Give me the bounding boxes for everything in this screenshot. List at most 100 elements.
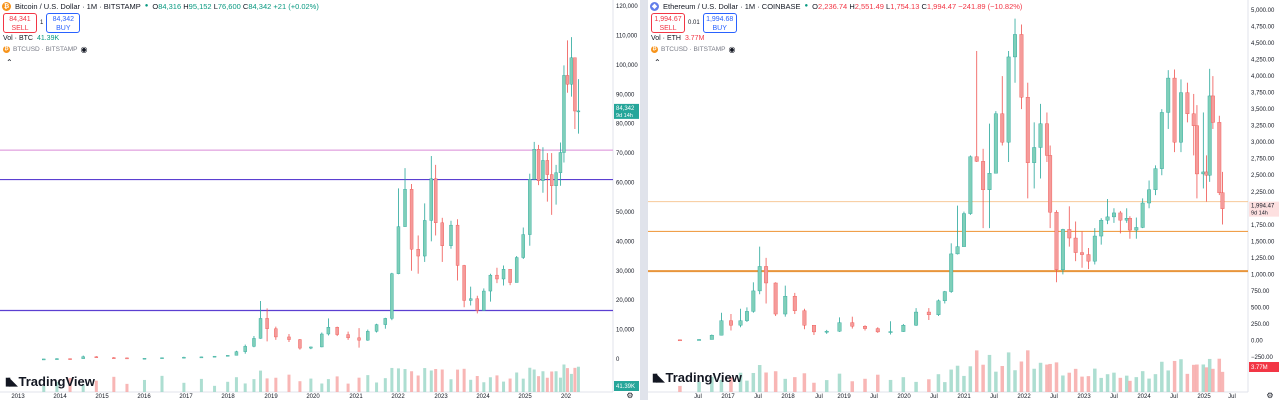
volume-bar (729, 377, 733, 392)
price-axis-label: 50,000 (616, 210, 635, 216)
btc-symbol-title[interactable]: Bitcoin / U.S. Dollar · 1M · BITSTAMP (15, 1, 141, 11)
time-axis-label: Jul (930, 394, 938, 400)
candle-body (1105, 216, 1110, 221)
btc-volume-legend[interactable]: Vol · BTC 41.39K (3, 35, 60, 42)
candle-body (160, 357, 164, 359)
volume-bar (488, 377, 492, 392)
volume-bar (1099, 377, 1103, 392)
volume-bar (824, 380, 829, 392)
volume-bar (751, 372, 756, 392)
candle-body (449, 224, 453, 246)
volume-bar (298, 381, 302, 392)
price-axis-label: 5,000.00 (1251, 8, 1275, 14)
time-axis-label: Jul (754, 394, 762, 400)
candle-body (993, 113, 998, 174)
volume-bar (434, 369, 438, 392)
candle-body (1172, 77, 1177, 143)
candle-body (863, 326, 867, 329)
time-axis-label: 2025 (1197, 394, 1211, 400)
volume-bar (757, 365, 762, 392)
price-axis-label: 250.00 (1251, 322, 1270, 328)
time-axis-label: 2016 (137, 394, 151, 400)
volume-bar (1128, 380, 1132, 392)
btc-chart-pane[interactable]: 120,000 110,000 100,000 90,000 80,000 70,000 6… (0, 0, 640, 400)
candle-body (468, 298, 473, 301)
candle-body (258, 318, 263, 339)
volume-bar (410, 371, 414, 392)
candle-body (374, 324, 379, 332)
time-axis-label: 2020 (897, 394, 911, 400)
market-status-icon: ● (144, 3, 149, 9)
volume-bar (287, 374, 291, 392)
volume-bar (1220, 371, 1225, 392)
time-axis-label: 2019 (837, 394, 851, 400)
candle-body (182, 356, 186, 359)
volume-bar (532, 369, 536, 392)
eth-volume-legend[interactable]: Vol · ETH 3.77M (651, 35, 705, 42)
candle-body (550, 174, 554, 186)
volume-bar (475, 376, 479, 392)
eth-chart-svg[interactable]: 5,000.00 4,750.00 4,500.00 4,250.00 4,000.00… (648, 0, 1280, 400)
volume-bar (1045, 364, 1049, 392)
candle-body (94, 356, 99, 358)
candle-body (738, 320, 743, 326)
price-axis-label: 70,000 (616, 151, 635, 157)
volume-bar (537, 376, 541, 392)
candle-body (455, 224, 460, 266)
candle-body (1006, 56, 1011, 143)
btc-chart-svg[interactable]: 120,000110,000100,00090,00080,00070,0006… (0, 0, 640, 400)
candle-body (243, 346, 247, 352)
eth-trade-buttons: 1,994.67 SELL 0.01 1,994.68 BUY (651, 13, 737, 33)
volume-bar (1179, 359, 1183, 392)
candle-body (955, 246, 960, 255)
volume-bar (974, 350, 979, 392)
btc-change: +21 (+0.02%) (273, 1, 319, 11)
candle-body (677, 339, 682, 342)
eye-icon[interactable]: ◉ (728, 45, 736, 54)
candle-body (1092, 235, 1097, 262)
candle-body (1134, 227, 1139, 231)
candle-body (1210, 95, 1215, 123)
chevron-up-icon[interactable]: ⌃ (654, 58, 661, 67)
eth-buy-button[interactable]: 1,994.68 BUY (702, 13, 737, 33)
volume-bar (773, 371, 778, 392)
candle-body (528, 179, 532, 235)
volume-bar (1013, 370, 1017, 392)
volume-bar (1048, 363, 1052, 392)
volume-bar (1166, 370, 1170, 392)
volume-bar (1054, 362, 1059, 392)
eth-chart-pane[interactable]: 5,000.00 4,750.00 4,500.00 4,250.00 4,000.00… (648, 0, 1280, 400)
volume-bar (554, 371, 558, 392)
eth-symbol-title[interactable]: Ethereum / U.S. Dollar · 1M · COINBASE (663, 1, 801, 11)
candle-body (757, 266, 762, 292)
candle-body (1124, 217, 1129, 221)
btc-sell-button[interactable]: 84,341 SELL (3, 13, 37, 33)
time-axis-label: 2021 (957, 394, 971, 400)
price-axis-label: 0.00 (1251, 338, 1263, 344)
chevron-up-icon[interactable]: ⌃ (6, 58, 13, 67)
btc-overlay-legend[interactable]: ₿ BTCUSD · BITSTAMP ◉ (3, 45, 88, 54)
tradingview-logo[interactable]: ▮◣ TradingView (652, 370, 742, 385)
volume-bar (142, 379, 146, 392)
volume-bar (125, 383, 129, 392)
candle-body (709, 334, 714, 340)
candle-body (968, 156, 973, 214)
volume-bar (981, 364, 985, 392)
volume-bar (326, 379, 330, 392)
price-axis-label: 4,500.00 (1251, 41, 1275, 47)
eth-sell-button[interactable]: 1,994.67 SELL (651, 13, 685, 33)
btc-buy-button[interactable]: 84,342 BUY (46, 13, 81, 33)
volume-bar (745, 380, 749, 392)
pane-divider[interactable] (640, 0, 648, 400)
volume-bar (569, 373, 573, 392)
volume-badge (614, 381, 639, 391)
volume-bar (697, 381, 701, 392)
candle-body (719, 320, 724, 336)
volume-bar (987, 354, 992, 392)
candle-body (429, 178, 433, 221)
eth-overlay-legend[interactable]: ₿ BTCUSD · BITSTAMP ◉ (651, 45, 736, 54)
candle-body (326, 327, 331, 335)
volume-bar (1093, 368, 1097, 392)
eye-icon[interactable]: ◉ (80, 45, 88, 54)
tradingview-logo[interactable]: ▮◣ TradingView (5, 374, 95, 389)
